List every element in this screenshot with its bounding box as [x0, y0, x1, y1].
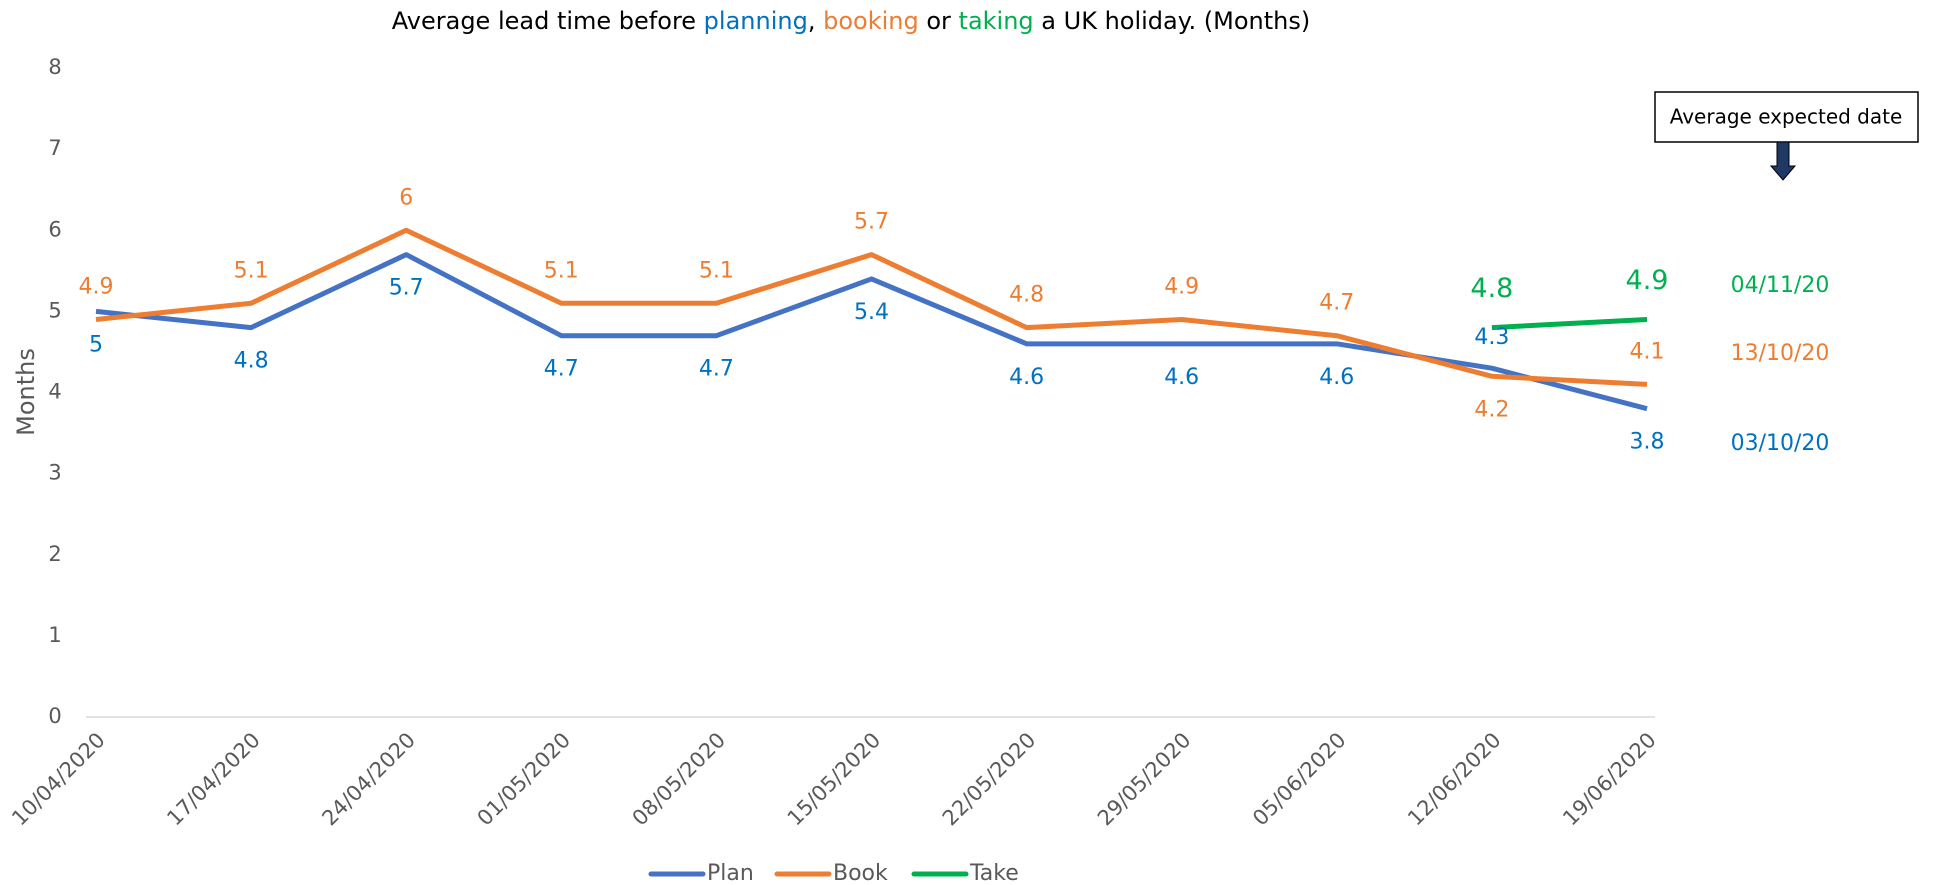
- data-label: 3.8: [1630, 430, 1665, 455]
- y-tick-label: 1: [48, 623, 61, 647]
- data-label: 4.7: [544, 357, 579, 382]
- title-part: taking: [959, 7, 1034, 35]
- data-label: 5.7: [854, 210, 889, 235]
- x-tick-label: 29/05/2020: [1093, 728, 1196, 831]
- series-line: [1491, 316, 1648, 331]
- expected-date: 03/10/20: [1731, 431, 1830, 456]
- y-tick-label: 6: [48, 217, 61, 241]
- y-tick-label: 3: [48, 461, 61, 485]
- data-label: 4.8: [1470, 273, 1513, 304]
- y-tick-label: 5: [48, 298, 61, 322]
- data-label: 4.6: [1164, 365, 1199, 390]
- y-axis-label: Months: [12, 348, 40, 436]
- series-line: [95, 252, 1648, 412]
- data-label: 4.6: [1319, 365, 1354, 390]
- x-tick-label: 08/05/2020: [628, 728, 731, 831]
- data-label: 5.1: [544, 258, 579, 283]
- x-tick-label: 24/04/2020: [317, 728, 420, 831]
- data-label: 4.8: [1009, 283, 1044, 308]
- x-tick-label: 17/04/2020: [162, 728, 265, 831]
- x-tick-label: 01/05/2020: [473, 728, 576, 831]
- annotation-text: Average expected date: [1670, 105, 1903, 129]
- expected-date: 13/10/20: [1731, 341, 1830, 366]
- data-label: 4.8: [234, 349, 269, 374]
- y-tick-label: 2: [48, 542, 61, 566]
- data-label: 5: [89, 332, 103, 357]
- x-tick-label: 19/06/2020: [1558, 728, 1661, 831]
- annotation-box: [1654, 91, 1919, 143]
- x-tick-label: 05/06/2020: [1248, 728, 1351, 831]
- x-tick-label: 10/04/2020: [7, 728, 110, 831]
- y-tick-label: 4: [48, 380, 61, 404]
- expected-date: 04/11/20: [1731, 273, 1830, 298]
- data-label: 4.7: [1319, 291, 1354, 316]
- title-part: a UK holiday. (Months): [1034, 7, 1311, 35]
- data-label: 5.1: [234, 258, 269, 283]
- data-label: 4.3: [1474, 325, 1509, 350]
- data-label: 4.9: [79, 274, 114, 299]
- data-label: 4.9: [1626, 265, 1669, 296]
- x-tick-label: 15/05/2020: [783, 728, 886, 831]
- data-label: 5.7: [389, 276, 424, 301]
- title-part: booking: [823, 7, 919, 35]
- data-label: 4.6: [1009, 365, 1044, 390]
- data-label: 6: [399, 185, 413, 210]
- data-label: 4.7: [699, 357, 734, 382]
- series-line: [95, 227, 1648, 387]
- title-part: or: [919, 7, 959, 35]
- y-tick-label: 8: [48, 55, 61, 79]
- x-tick-label: 12/06/2020: [1403, 728, 1506, 831]
- legend-label: Take: [969, 861, 1019, 885]
- y-tick-label: 0: [48, 704, 61, 728]
- title-part: Average lead time before: [392, 7, 704, 35]
- data-label: 4.1: [1630, 339, 1665, 364]
- data-label: 4.2: [1474, 397, 1509, 422]
- y-tick-label: 7: [48, 136, 61, 160]
- chart-title: Average lead time before planning, booki…: [392, 7, 1310, 35]
- legend-label: Plan: [707, 861, 754, 885]
- title-part: ,: [808, 7, 823, 35]
- annotation-arrow: [1769, 141, 1797, 181]
- legend-label: Book: [833, 861, 888, 885]
- x-tick-label: 22/05/2020: [938, 728, 1041, 831]
- title-part: planning: [704, 7, 808, 35]
- data-label: 5.4: [854, 300, 889, 325]
- data-label: 4.9: [1164, 274, 1199, 299]
- data-label: 5.1: [699, 258, 734, 283]
